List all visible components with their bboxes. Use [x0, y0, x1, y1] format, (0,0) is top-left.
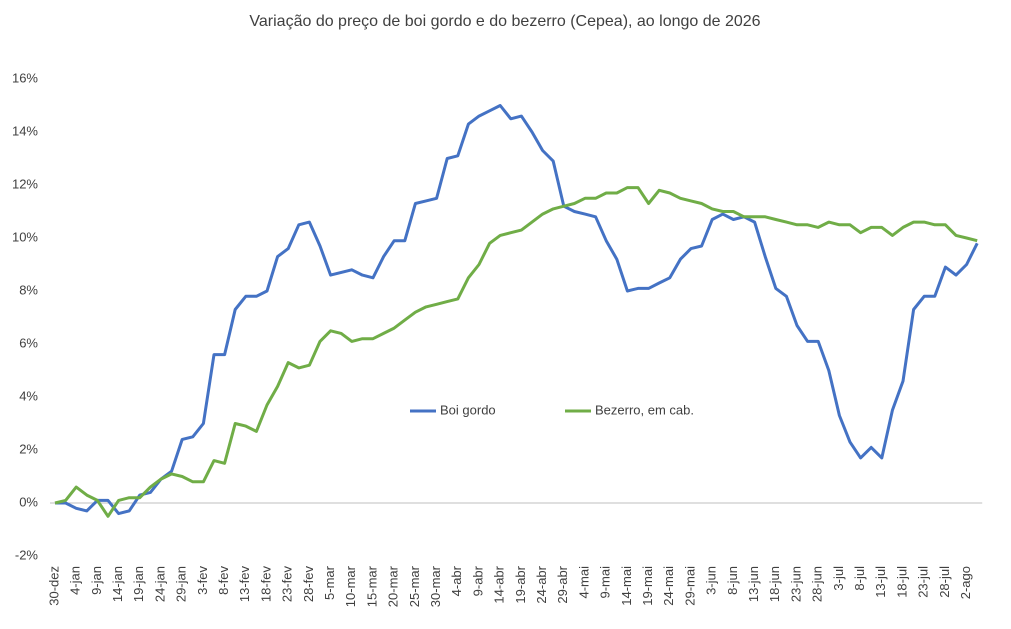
x-tick-label: 4-jan	[68, 566, 83, 595]
x-tick-label: 23-jul	[916, 566, 931, 598]
x-tick-label: 4-abr	[449, 565, 464, 596]
x-tick-label: 14-abr	[492, 565, 507, 603]
x-tick-label: 20-mar	[386, 565, 401, 607]
y-tick-label: 14%	[12, 123, 38, 138]
x-tick-label: 8-jul	[852, 566, 867, 591]
x-tick-label: 10-mar	[343, 565, 358, 607]
x-tick-label: 14-mai	[619, 566, 634, 606]
x-tick-label: 4-mai	[576, 566, 591, 599]
x-tick-label: 3-jul	[831, 566, 846, 591]
x-tick-label: 3-fev	[195, 566, 210, 595]
x-tick-label: 24-jan	[152, 566, 167, 602]
legend-label: Bezerro, em cab.	[595, 402, 694, 417]
y-tick-label: 6%	[19, 335, 38, 350]
chart-title: Variação do preço de boi gordo e do beze…	[249, 13, 760, 30]
y-tick-label: 2%	[19, 441, 38, 456]
x-tick-label: 28-jul	[937, 566, 952, 598]
y-tick-label: 4%	[19, 388, 38, 403]
x-tick-label: 2-ago	[958, 566, 973, 599]
x-tick-label: 18-jul	[894, 566, 909, 598]
x-tick-label: 9-mai	[598, 566, 613, 599]
y-tick-label: 8%	[19, 282, 38, 297]
x-tick-label: 18-jun	[767, 566, 782, 602]
x-tick-label: 29-abr	[555, 565, 570, 603]
x-tick-label: 13-fev	[237, 566, 252, 603]
y-tick-label: 0%	[19, 494, 38, 509]
x-tick-label: 30-dez	[46, 566, 61, 606]
x-tick-label: 13-jun	[746, 566, 761, 602]
y-tick-label: -2%	[15, 547, 39, 562]
x-tick-label: 3-jun	[704, 566, 719, 595]
series-line	[55, 104, 979, 516]
x-tick-label: 24-mai	[661, 566, 676, 606]
x-tick-label: 14-jan	[110, 566, 125, 602]
x-tick-label: 29-jan	[174, 566, 189, 602]
x-tick-label: 8-jun	[725, 566, 740, 595]
x-tick-label: 30-mar	[428, 565, 443, 607]
x-tick-label: 19-abr	[513, 565, 528, 603]
x-tick-label: 29-mai	[682, 566, 697, 606]
x-tick-label: 23-jun	[788, 566, 803, 602]
x-tick-label: 9-jan	[89, 566, 104, 595]
x-tick-label: 28-jun	[810, 566, 825, 602]
x-tick-label: 8-fev	[216, 566, 231, 595]
x-tick-label: 28-fev	[301, 566, 316, 603]
x-tick-label: 5-mar	[322, 565, 337, 600]
x-tick-label: 18-fev	[258, 566, 273, 603]
x-tick-label: 23-fev	[280, 566, 295, 603]
x-tick-label: 24-abr	[534, 565, 549, 603]
x-tick-label: 9-abr	[470, 565, 485, 596]
x-tick-label: 25-mar	[407, 565, 422, 607]
y-tick-label: 12%	[12, 176, 38, 191]
x-tick-label: 13-jul	[873, 566, 888, 598]
series-line	[54, 186, 978, 518]
y-tick-label: 10%	[12, 229, 38, 244]
y-tick-label: 16%	[12, 70, 38, 85]
x-tick-label: 19-jan	[131, 566, 146, 602]
x-tick-label: 19-mai	[640, 566, 655, 606]
legend-label: Boi gordo	[440, 402, 496, 417]
x-tick-label: 15-mar	[364, 565, 379, 607]
